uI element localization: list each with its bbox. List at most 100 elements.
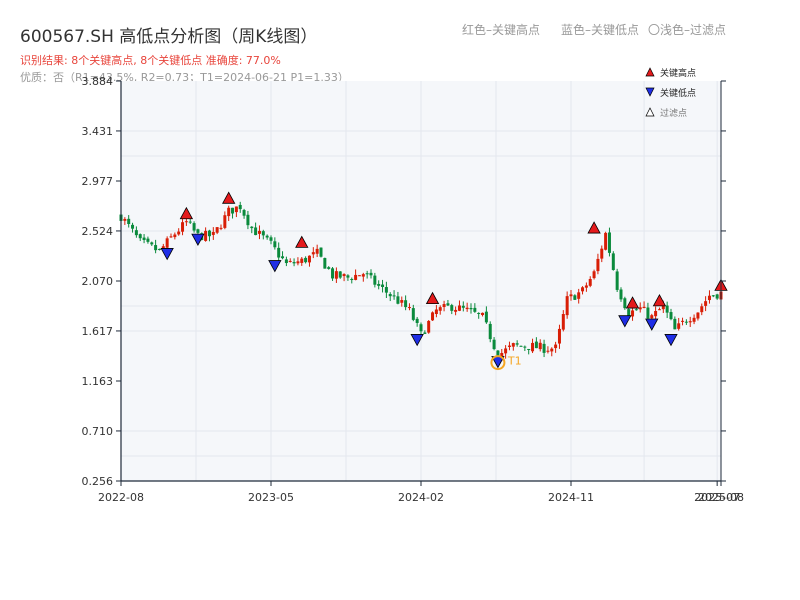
- y-tick-label: 2.070: [82, 275, 114, 288]
- candle-down: [423, 332, 427, 334]
- candle-down: [396, 296, 400, 304]
- candle-up: [173, 234, 177, 238]
- y-tick-label: 2.524: [82, 225, 114, 238]
- legend-label: 过滤点: [660, 107, 687, 119]
- candle-down: [338, 271, 342, 278]
- candle-down: [446, 303, 450, 306]
- candle-up: [296, 261, 300, 264]
- candle-up: [361, 274, 365, 277]
- candle-down: [665, 305, 669, 313]
- candle-up: [357, 275, 361, 277]
- key-low-marker: [664, 334, 678, 347]
- candle-up: [334, 271, 338, 279]
- candle-down: [377, 283, 381, 286]
- y-tick-label: 0.256: [82, 475, 114, 488]
- candle-down: [392, 295, 396, 297]
- candle-up: [550, 348, 554, 352]
- candle-down: [242, 210, 246, 216]
- x-tick-label: 2023-05: [248, 491, 294, 504]
- candles: [119, 201, 723, 363]
- candle-up: [307, 255, 311, 263]
- candle-down: [207, 230, 211, 237]
- x-tick-label: 2025-08: [698, 491, 744, 504]
- candle-up: [657, 309, 661, 311]
- candle-down: [127, 218, 131, 225]
- candle-down: [384, 287, 388, 293]
- legend-marker: [645, 67, 655, 77]
- candle-down: [684, 321, 688, 323]
- key-low-marker: [268, 260, 282, 273]
- candle-up: [584, 285, 588, 288]
- candle-down: [673, 318, 677, 330]
- candle-down: [715, 294, 719, 299]
- candle-down: [273, 241, 277, 248]
- key-low-marker: [191, 233, 205, 246]
- legend-marker: [645, 87, 655, 97]
- candle-down: [265, 235, 269, 238]
- candle-up: [215, 227, 219, 233]
- candle-up: [257, 230, 261, 234]
- candle-up: [554, 344, 558, 349]
- candle-up: [161, 246, 165, 249]
- candle-up: [604, 232, 608, 250]
- legend-marker: [645, 107, 655, 117]
- candle-up: [500, 352, 504, 359]
- candle-up: [561, 314, 565, 330]
- candle-down: [634, 309, 638, 311]
- candle-down: [277, 247, 281, 258]
- candle-up: [223, 215, 227, 228]
- candle-up: [431, 312, 435, 321]
- candle-up: [592, 271, 596, 279]
- candle-up: [169, 236, 173, 238]
- candle-up: [704, 301, 708, 306]
- legend-blue-label: 蓝色–关键低点: [561, 23, 640, 37]
- legend-red-label: 红色–关键高点: [462, 23, 541, 37]
- candle-down: [527, 348, 531, 350]
- candle-up: [596, 258, 600, 272]
- candle-down: [350, 279, 354, 281]
- candle-up: [504, 348, 508, 354]
- candle-up: [581, 287, 585, 292]
- candle-down: [573, 295, 577, 300]
- candle-down: [627, 309, 631, 317]
- candle-up: [681, 320, 685, 322]
- key-high-marker: [652, 294, 667, 307]
- candle-down: [142, 237, 146, 240]
- candle-up: [184, 221, 188, 223]
- candle-down: [450, 305, 454, 311]
- candle-down: [319, 247, 323, 257]
- candle-down: [327, 267, 331, 269]
- candle-up: [677, 323, 681, 329]
- key-high-marker: [425, 291, 440, 305]
- candle-up: [642, 306, 646, 309]
- candle-up: [707, 295, 711, 301]
- candle-down: [415, 318, 419, 323]
- candle-down: [484, 311, 488, 323]
- candle-down: [138, 234, 142, 239]
- x-tick-label: 2022-08: [98, 491, 144, 504]
- key-high-marker: [179, 206, 194, 220]
- key-high-marker: [222, 191, 236, 204]
- candle-down: [269, 237, 273, 241]
- candle-up: [661, 304, 665, 310]
- y-tick-label: 1.163: [82, 375, 114, 388]
- candle-up: [507, 345, 511, 347]
- candle-down: [411, 308, 415, 320]
- candle-down: [619, 289, 623, 300]
- recognition-result: 识别结果: 8个关键高点, 8个关键低点 准确度: 77.0%: [20, 54, 281, 67]
- candle-down: [331, 268, 335, 279]
- y-tick-label: 3.431: [82, 125, 114, 138]
- key-low-marker: [410, 334, 424, 347]
- candle-down: [469, 307, 473, 310]
- candle-down: [246, 214, 250, 226]
- candle-up: [342, 274, 346, 277]
- candle-down: [473, 307, 477, 312]
- candle-down: [238, 204, 242, 210]
- candle-down: [323, 258, 327, 269]
- candle-down: [515, 343, 519, 345]
- candle-down: [711, 295, 715, 297]
- axes: 0.256 0.710 1.163 1.617 2.070 2.524 2.977 3.431…: [82, 75, 744, 504]
- candle-down: [188, 221, 192, 223]
- candle-up: [546, 350, 550, 352]
